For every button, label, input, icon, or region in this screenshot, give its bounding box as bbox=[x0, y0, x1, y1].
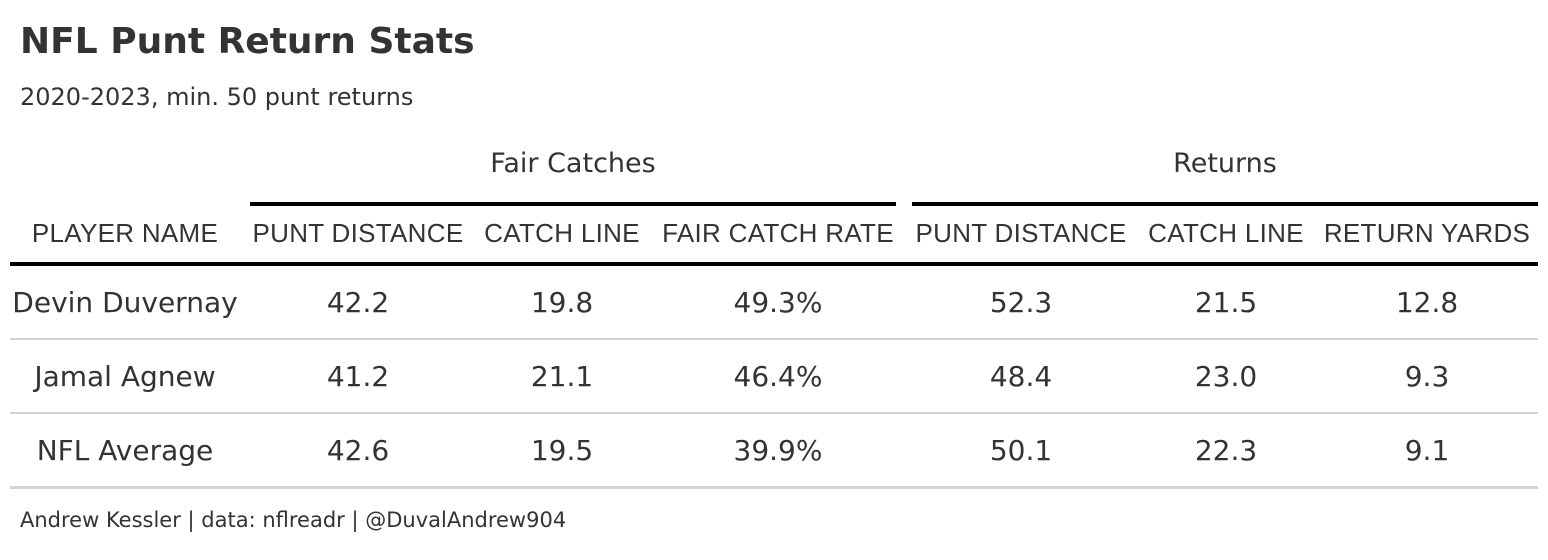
table-row: Jamal Agnew 41.2 21.1 46.4% 48.4 23.0 9.… bbox=[10, 340, 1538, 414]
group-label-returns: Returns bbox=[1173, 148, 1277, 179]
table-bottom-rule bbox=[10, 486, 1538, 489]
col-header-ret-catch-line: CATCH LINE bbox=[1148, 218, 1304, 248]
ret-punt-distance-cell: 48.4 bbox=[989, 360, 1053, 393]
table-row: NFL Average 42.6 19.5 39.9% 50.1 22.3 9.… bbox=[10, 414, 1538, 488]
return-yards-cell: 12.8 bbox=[1395, 286, 1459, 319]
fair-catch-rate-cell: 49.3% bbox=[733, 286, 823, 319]
col-header-ret-punt-distance: PUNT DISTANCE bbox=[915, 218, 1127, 248]
fc-punt-distance-cell: 42.6 bbox=[326, 434, 390, 467]
col-header-return-yards: RETURN YARDS bbox=[1323, 218, 1531, 248]
fc-catch-line-cell: 19.8 bbox=[530, 286, 594, 319]
ret-catch-line-cell: 21.5 bbox=[1194, 286, 1258, 319]
ret-catch-line-cell: 22.3 bbox=[1194, 434, 1258, 467]
col-header-fc-punt-distance: PUNT DISTANCE bbox=[252, 218, 464, 248]
return-yards-cell: 9.1 bbox=[1404, 434, 1450, 467]
row-divider bbox=[10, 338, 1538, 340]
group-rule-returns bbox=[912, 202, 1538, 206]
row-divider bbox=[10, 412, 1538, 414]
page-title: NFL Punt Return Stats bbox=[20, 21, 475, 62]
player-name-cell: Jamal Agnew bbox=[34, 360, 216, 393]
player-name-cell: NFL Average bbox=[36, 434, 214, 467]
ret-punt-distance-cell: 50.1 bbox=[989, 434, 1053, 467]
page-subtitle: 2020-2023, min. 50 punt returns bbox=[20, 83, 414, 111]
player-name-cell: Devin Duvernay bbox=[12, 286, 238, 319]
group-label-fair-catches: Fair Catches bbox=[490, 148, 656, 179]
fc-catch-line-cell: 21.1 bbox=[530, 360, 594, 393]
fc-catch-line-cell: 19.5 bbox=[530, 434, 594, 467]
return-yards-cell: 9.3 bbox=[1404, 360, 1450, 393]
source-caption: Andrew Kessler | data: nflreadr | @Duval… bbox=[20, 508, 567, 532]
fair-catch-rate-cell: 46.4% bbox=[733, 360, 823, 393]
ret-catch-line-cell: 23.0 bbox=[1194, 360, 1258, 393]
col-header-fair-catch-rate: FAIR CATCH RATE bbox=[662, 218, 894, 248]
group-rule-fair-catches bbox=[250, 202, 896, 206]
fc-punt-distance-cell: 41.2 bbox=[326, 360, 390, 393]
fair-catch-rate-cell: 39.9% bbox=[733, 434, 823, 467]
col-header-fc-catch-line: CATCH LINE bbox=[484, 218, 640, 248]
col-header-player-name: PLAYER NAME bbox=[31, 218, 219, 248]
table-row: Devin Duvernay 42.2 19.8 49.3% 52.3 21.5… bbox=[10, 266, 1538, 340]
header-rule bbox=[10, 262, 1538, 266]
fc-punt-distance-cell: 42.2 bbox=[326, 286, 390, 319]
ret-punt-distance-cell: 52.3 bbox=[989, 286, 1053, 319]
